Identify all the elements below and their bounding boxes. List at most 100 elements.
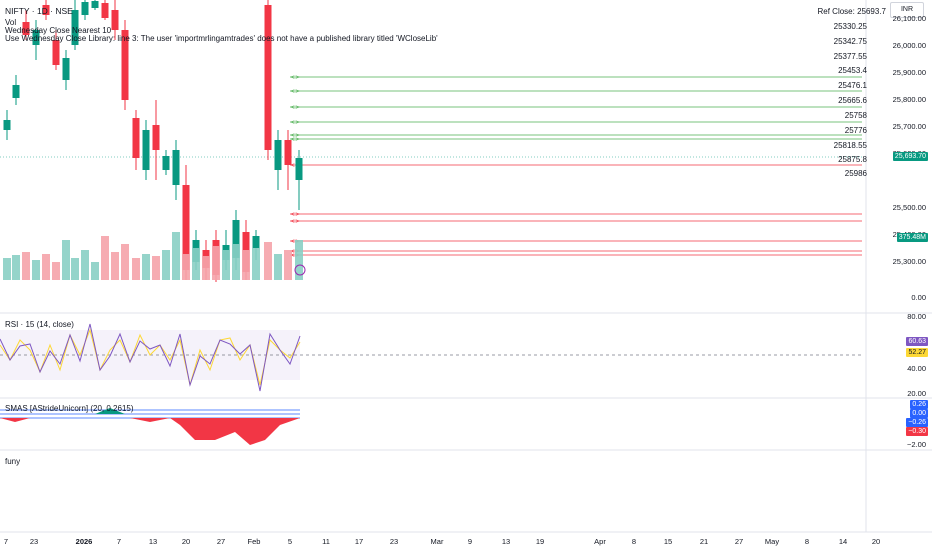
time-axis-label: 27 [734,537,744,546]
volume-bar [152,256,160,280]
level-arrow: <> [290,211,300,218]
ref-level-label: 25986 [844,169,867,178]
price-axis-label: 25,700.00 [892,122,926,131]
time-axis-label: 13 [501,537,511,546]
candle-body [274,140,282,170]
volume-bar [121,244,129,280]
price-axis-label: 25,500.00 [892,203,926,212]
candle-body [172,150,180,185]
candle-body [162,156,170,170]
level-arrow: <> [290,162,300,169]
smas-axis-bottom: −2.00 [907,440,926,449]
smas-badge-lower: −0.26 [906,418,928,427]
rsi-axis-80: 80.00 [907,312,926,321]
candle-body [142,130,150,170]
time-axis-label: 7 [116,537,122,546]
volume-bar [284,250,292,280]
time-axis-label: 20 [181,537,191,546]
time-axis-label: 17 [354,537,364,546]
time-axis-label: 23 [29,537,39,546]
volume-bar [52,262,60,280]
time-axis-label: 15 [663,537,673,546]
ref-level-label: 25665.6 [838,96,867,105]
price-axis-label: 26,100.00 [892,14,926,23]
level-arrow: <> [290,132,300,139]
symbol-title[interactable]: NIFTY · 1D · NSE [5,6,73,16]
time-axis-label: 20 [871,537,881,546]
candle-body [252,236,260,248]
rsi-legend[interactable]: RSI · 15 (14, close) [5,320,74,329]
volume-legend[interactable]: Vol [5,18,17,27]
rsi-ma-badge: 52.27 [906,348,928,357]
candle-body [121,30,129,100]
level-arrow: <> [290,119,300,126]
volume-bar [62,240,70,280]
level-arrow: <> [290,74,300,81]
volume-bar [71,258,79,280]
volume-bar [91,262,99,280]
ref-level-label: 25453.4 [838,66,867,75]
candle-body [32,30,40,45]
ref-level-label: 25758 [844,111,867,120]
volume-bar [192,248,200,280]
price-axis-label: 25,900.00 [892,68,926,77]
level-arrow: <> [290,104,300,111]
candle-body [42,5,50,15]
smas-negative-area [130,418,300,445]
time-axis-label: 8 [804,537,810,546]
rsi-axis-20: 20.00 [907,389,926,398]
ref-level-label: 25476.1 [838,81,867,90]
ref-level-label: 25818.55 [833,141,867,150]
currency-button[interactable]: INR [890,2,924,18]
volume-bar [172,232,180,280]
price-axis-label: 25,800.00 [892,95,926,104]
last-price-badge: 25,693.70 [892,152,928,161]
time-axis-label: Apr [594,537,606,546]
volume-bar [101,236,109,280]
volume-zero-label: 0.00 [911,293,926,302]
candle-body [284,140,292,165]
time-axis-label: Mar [430,537,444,546]
candle-body [91,1,99,8]
volume-bar [264,242,272,280]
candle-body [22,22,30,35]
candle-body [182,185,190,270]
volume-bar [162,250,170,280]
library-error-message: Use Wednesday Close Library: line 3: The… [5,34,438,43]
volume-bar [182,254,190,280]
volume-bar [202,256,210,280]
volume-bar [295,240,303,280]
ref-level-label: 25330.25 [833,22,867,31]
candle-body [52,40,60,65]
alert-icon [294,264,306,276]
volume-bar [274,254,282,280]
candle-body [295,158,303,180]
candle-body [111,10,119,30]
time-axis-label: 2026 [75,537,93,546]
time-axis-label: 8 [631,537,637,546]
smas-badge-zero: 0.00 [910,409,928,418]
candle-body [3,120,11,130]
level-arrow: <> [290,218,300,225]
rsi-axis-40: 40.00 [907,364,926,373]
volume-bar [111,252,119,280]
time-axis-label: 27 [216,537,226,546]
level-arrow: <> [290,88,300,95]
ref-level-label: 25377.55 [833,52,867,61]
time-axis-label: 19 [535,537,545,546]
time-axis-label: May [764,537,780,546]
volume-bar [81,250,89,280]
candle-body [232,220,240,258]
time-axis-label: 9 [467,537,473,546]
volume-bar [242,250,250,280]
ref-level-label: 25875.8 [838,155,867,164]
smas-legend[interactable]: SMAS [AStrideUnicorn] (20, 0.2615) [5,404,134,413]
volume-badge: 375.48M [896,233,928,242]
indicator-legend[interactable]: Wednesday Close Nearest 10 [5,26,112,35]
rsi-line [0,323,301,392]
time-axis-label: Feb [247,537,261,546]
candle-body [62,58,70,80]
volume-bar [32,260,40,280]
candle-body [152,125,160,150]
